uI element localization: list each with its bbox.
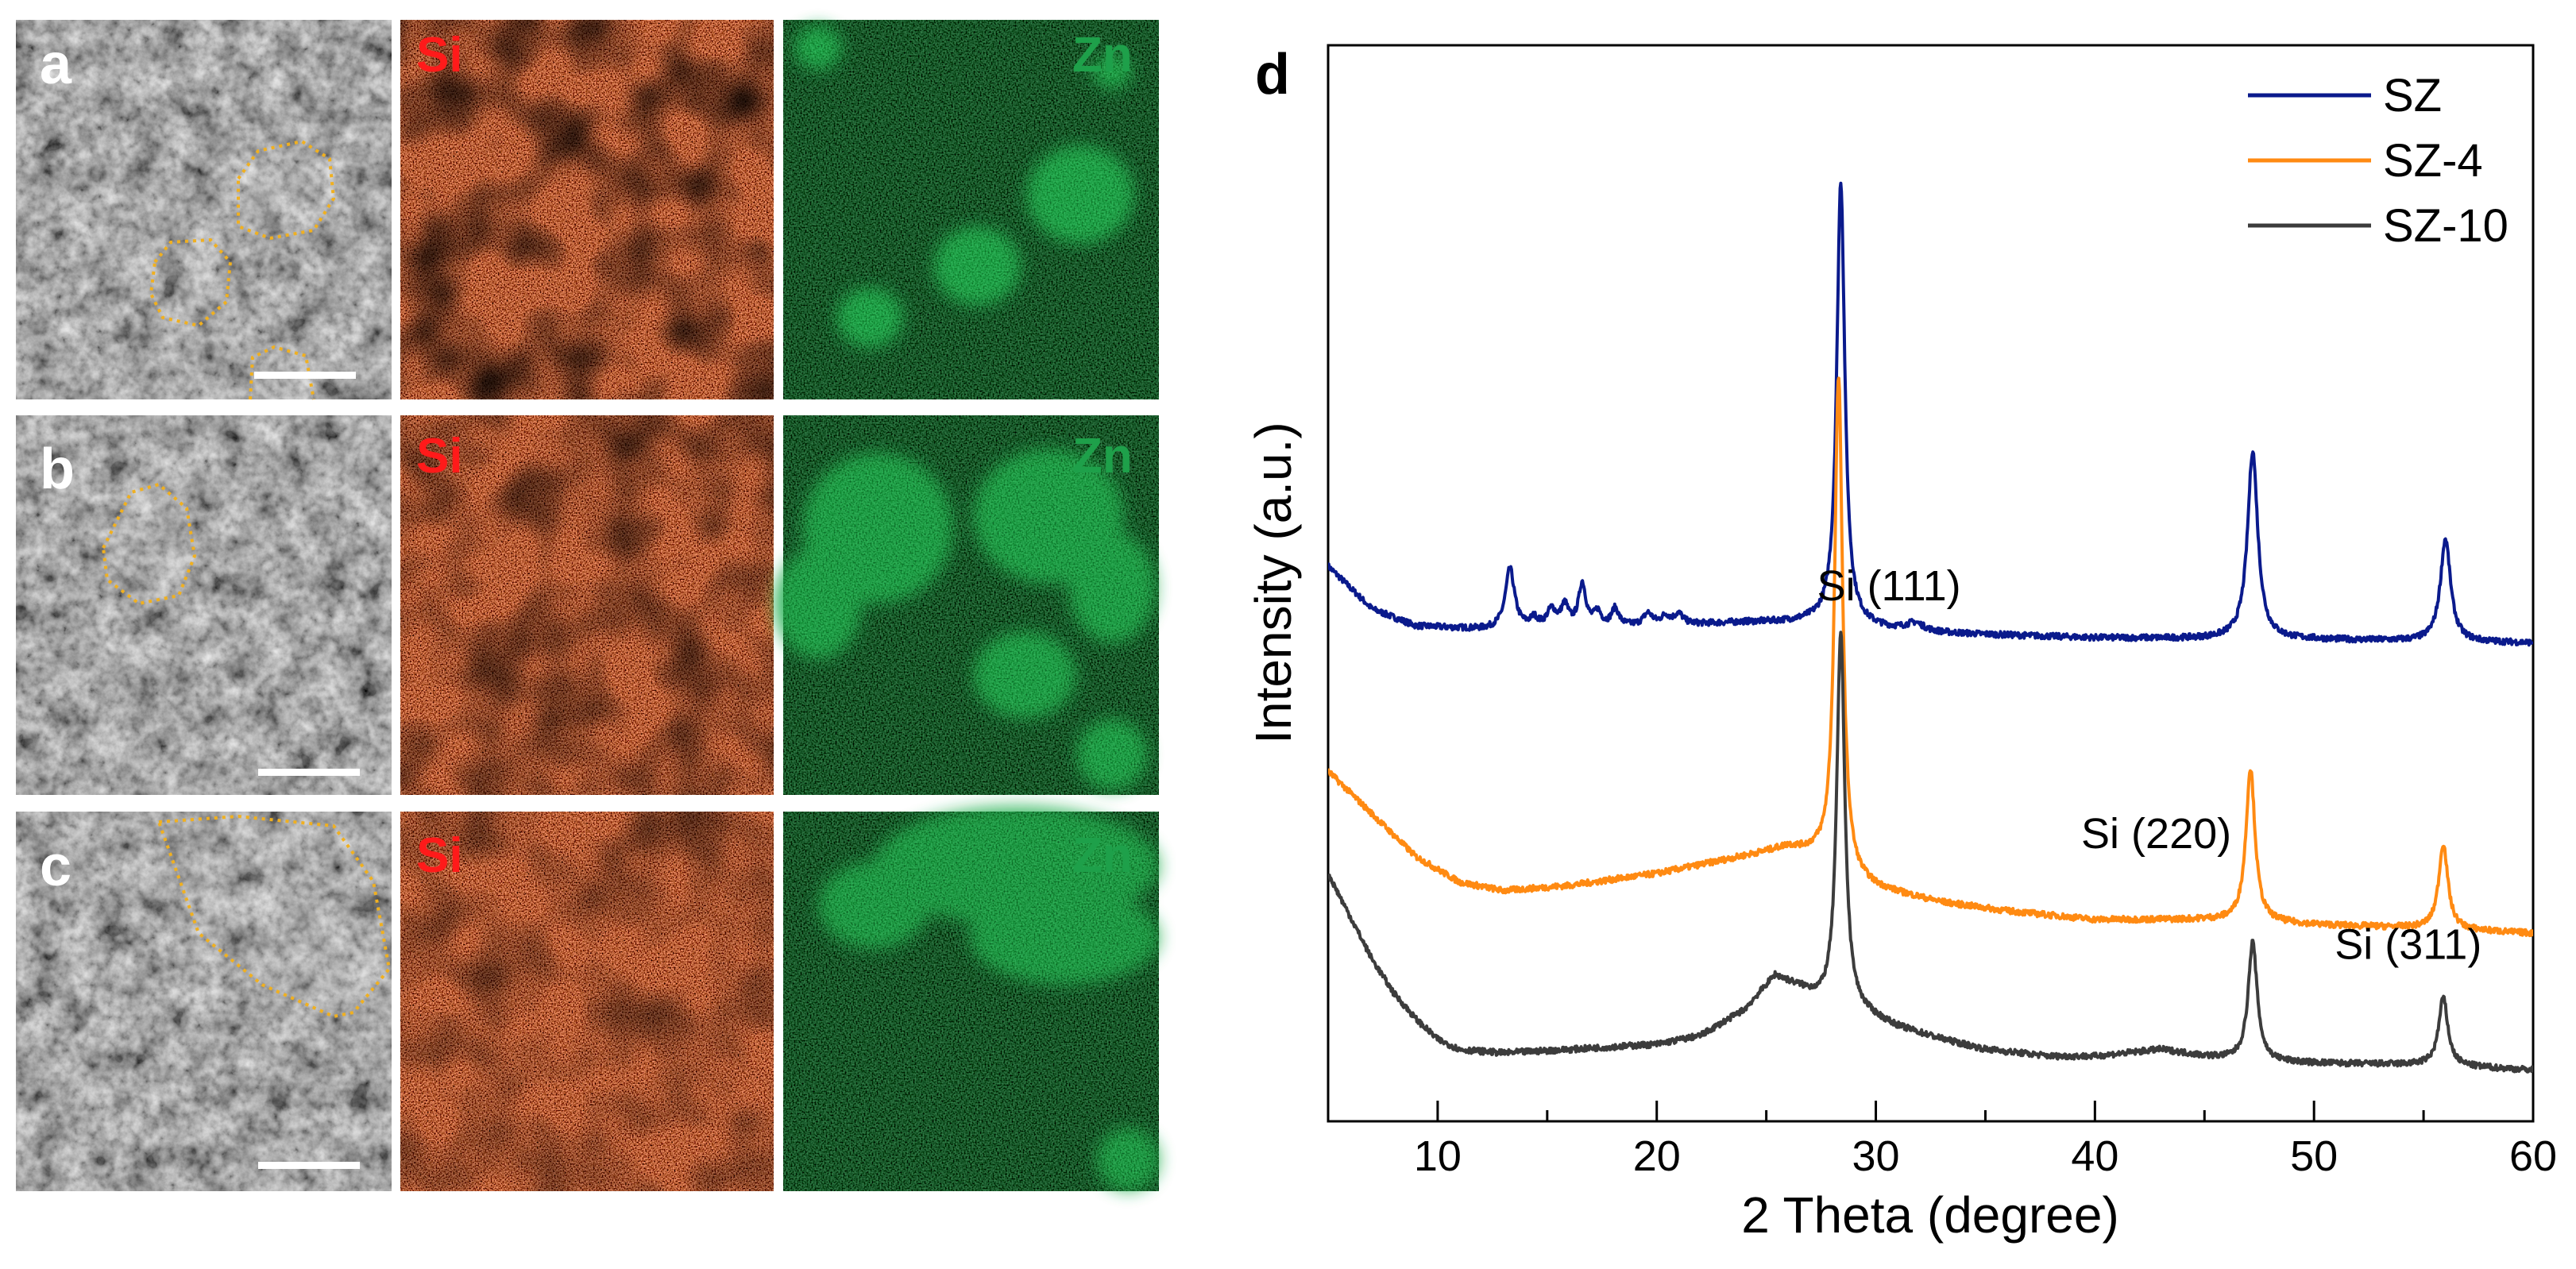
zn-map-c: Zn [783, 806, 1160, 1191]
legend: SZ SZ-4 SZ-10 [2248, 70, 2508, 252]
particle-outline [149, 237, 233, 328]
particle-outline [237, 139, 336, 241]
x-tick-label: 40 [2071, 1132, 2118, 1180]
sem-image-a: a [16, 20, 392, 400]
particle-outline [156, 814, 392, 1019]
row-b: b Si Zn [16, 415, 1159, 795]
peak-annotation: Si (111) [1817, 562, 1961, 610]
peak-annotation: Si (220) [2081, 810, 2231, 858]
series-line-sz [1328, 181, 2533, 647]
si-label-c: Si [416, 828, 463, 883]
peak-annotations: Si (111) Si (220) Si (311) [1817, 562, 2482, 969]
x-axis-label: 2 Theta (degree) [1741, 1186, 2119, 1244]
si-map-b: Si [400, 415, 774, 795]
scale-bar [258, 1162, 360, 1169]
legend-label-sz-4: SZ-4 [2383, 135, 2483, 187]
x-tick-label: 20 [1633, 1132, 1681, 1180]
si-label-b: Si [416, 429, 463, 484]
scale-bar [258, 769, 360, 776]
legend-label-sz-10: SZ-10 [2383, 200, 2508, 252]
si-map-c: Si [400, 812, 774, 1191]
zn-map-b: Zn [774, 415, 1159, 795]
panel-letter-a: a [40, 33, 72, 96]
x-tick-label: 60 [2509, 1132, 2557, 1180]
particle-outline [101, 482, 197, 606]
zn-map-a: Zn [783, 20, 1159, 399]
panel-letter-c: c [40, 835, 71, 898]
zn-label-b: Zn [1072, 429, 1133, 484]
sem-image-c: c [16, 812, 392, 1191]
si-map-a: Si [400, 20, 774, 399]
x-ticks: 10 20 30 40 50 60 [1327, 1101, 2557, 1180]
xrd-chart: d 10 20 30 40 50 60 Si (111)Si (220)Si (311) … [1245, 43, 2557, 1244]
si-label-a: Si [416, 28, 463, 83]
zn-label-c: Zn [1072, 828, 1133, 883]
zn-label-a: Zn [1072, 28, 1133, 83]
panel-letter-d: d [1255, 43, 1290, 106]
scale-bar [254, 372, 356, 379]
legend-label-sz: SZ [2383, 70, 2442, 122]
panel-letter-b: b [40, 438, 75, 501]
y-axis-label: Intensity (a.u.) [1245, 422, 1302, 744]
peak-annotation: Si (311) [2335, 921, 2481, 969]
x-tick-label: 10 [1414, 1132, 1462, 1180]
plot-frame [1327, 44, 2535, 1123]
series-line-sz-4 [1328, 376, 2533, 938]
x-tick-label: 50 [2290, 1132, 2338, 1180]
series-line-sz-10 [1328, 631, 2533, 1074]
series-group [1328, 181, 2533, 1074]
sem-image-b: b [16, 415, 392, 795]
row-a: a Si Zn [16, 20, 1159, 400]
row-c: c Si Zn [16, 806, 1160, 1191]
x-tick-label: 30 [1852, 1132, 1900, 1180]
